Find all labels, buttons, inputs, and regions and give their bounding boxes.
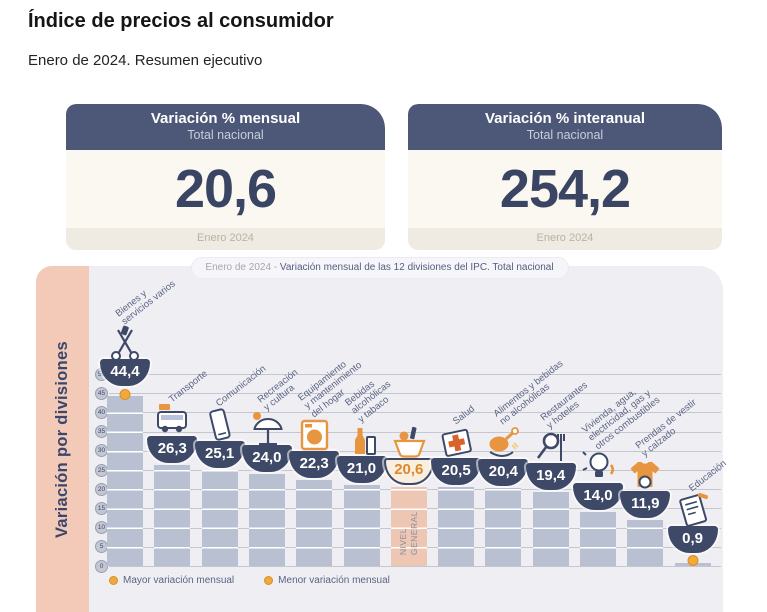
stat-card-yearly-period: Enero 2024 [408,228,722,250]
roast-chicken-icon [483,423,523,463]
stat-card-yearly-value: 254,2 [499,159,631,219]
value-badge: 25,1 [194,440,245,468]
bar [580,512,616,566]
tshirt-icon [625,455,665,495]
nivel-general-bar-label: NIVEL GENERAL [397,510,419,556]
smartphone-icon [200,405,240,445]
chart-title: Enero de 2024 - Variación mensual de las… [190,257,569,279]
gridline-50 [109,374,721,375]
gridline-45 [109,393,721,395]
bar [627,520,664,566]
bus-icon [152,400,192,440]
stat-card-yearly-header: Variación % interanual Total nacional [408,104,722,150]
notebook-icon [673,490,713,530]
y-axis-title-strip: Variación por divisiones [36,266,89,612]
page-subtitle: Enero de 2024. Resumen ejecutivo [28,52,263,69]
stat-card-yearly-subtitle: Total nacional [526,128,604,142]
shopping-basket-icon [389,422,429,462]
bar-column-2: 25,1 Comunicación [194,266,269,566]
plot-area: 0 5 10 15 20 25 30 35 40 45 50 44,4 Bienes y servici… [36,266,729,612]
bar [248,473,285,566]
bar [201,469,238,566]
gridline-40 [109,412,721,414]
fork-magnifier-icon [531,427,571,467]
value-badge: 24,0 [241,444,292,472]
stat-card-monthly-subtitle: Total nacional [187,128,264,142]
chart-title-text: Variación mensual de las 12 divisiones d… [279,262,554,273]
bar-column-9: 19,4 Restaurantes y hoteles [525,266,590,566]
bar [438,487,475,566]
gridline-0 [109,566,721,567]
bar-column-8: 20,4 Alimentos y bebidas no alcohólicas [478,266,565,566]
bar [343,485,380,566]
bar-nivel-general [390,486,427,566]
stat-card-yearly: Variación % interanual Total nacional 25… [408,104,722,250]
value-badge: 21,0 [336,456,387,484]
max-variation-dot [119,388,131,400]
bar-column-7: 20,5 Salud [431,266,482,566]
bar-column-3: 24,0 Recreación y cultura [241,266,300,566]
bar-column-0: 44,4 Bienes y servicios varios [100,266,178,566]
bar-column-6: NIVEL GENERAL 20,6 [383,266,434,566]
value-badge: 20,5 [431,458,482,486]
y-tick-0: 0 [95,559,108,573]
bar [485,487,522,566]
bar-column-12: 0,9 Educación [667,266,729,566]
bar-column-1: 26,3 Transporte [147,266,210,566]
stat-card-monthly-value: 20,6 [174,159,277,219]
value-badge: 20,4 [478,458,529,486]
bar-column-11: 11,9 Prendas de vestir y calzado [620,266,699,566]
medical-cross-icon [436,422,476,462]
value-badge: 22,3 [289,451,340,479]
chart-title-period: Enero de 2024 - [205,262,280,273]
value-badge: 26,3 [147,436,198,464]
scissors-icon [105,323,145,363]
bar-column-5: 21,0 Bebidas alcohólicas y tabaco [336,266,394,566]
y-tick-15: 15 [95,501,108,515]
stat-card-monthly-period: Enero 2024 [66,228,385,250]
bottles-icon [342,420,382,460]
y-tick-45: 45 [95,386,108,400]
page-title: Índice de precios al consumidor [28,10,334,32]
beach-umbrella-icon [247,409,287,449]
lightbulb-icon [578,447,618,487]
bar [296,480,333,566]
value-badge: 19,4 [525,462,576,490]
chart-panel: Enero de 2024 - Variación mensual de las… [36,257,729,612]
bar-column-10: 14,0 Vivienda, agua, electricidad, gas y … [573,266,662,566]
stat-card-yearly-title: Variación % interanual [484,110,646,127]
bar [532,491,569,566]
value-badge: 44,4 [100,358,150,386]
stat-card-monthly-header: Variación % mensual Total nacional [66,104,385,150]
stat-card-monthly-title: Variación % mensual [150,110,301,127]
stat-card-monthly: Variación % mensual Total nacional 20,6 … [66,104,385,250]
min-variation-dot [687,555,699,566]
bar [154,465,191,566]
washing-machine-icon [294,415,334,455]
bar-column-4: 22,3 Equipamiento y mantenimiento del hog… [289,266,364,566]
bar [107,395,143,566]
value-badge: 14,0 [573,483,623,511]
value-badge: 11,9 [620,491,671,519]
value-badge: 0,9 [667,525,718,553]
value-badge: 20,6 [383,457,434,485]
